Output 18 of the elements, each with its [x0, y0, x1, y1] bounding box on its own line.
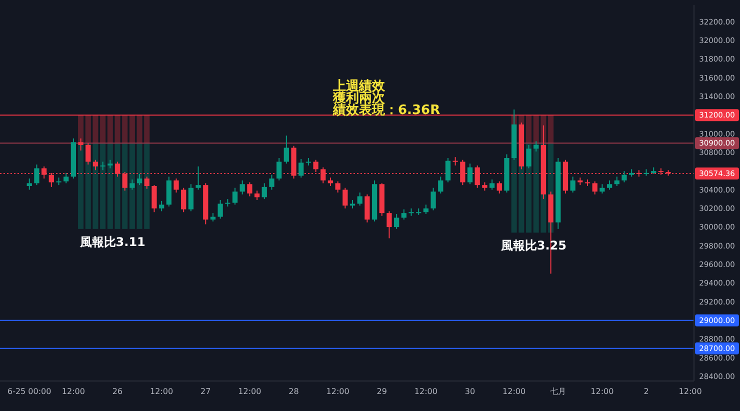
x-tick-label: 12:00 [238, 387, 262, 396]
x-tick-label: 6-25 00:00 [7, 387, 52, 396]
x-tick-label: 12:00 [150, 387, 174, 396]
x-tick-label: 28 [288, 387, 299, 396]
x-tick-label: 26 [112, 387, 123, 396]
x-tick-label: 七月 [550, 387, 566, 396]
x-tick-label: 2 [644, 387, 649, 396]
x-tick-label: 27 [200, 387, 211, 396]
x-tick-label: 12:00 [678, 387, 702, 396]
x-tick-label: 12:00 [502, 387, 526, 396]
x-tick-label: 12:00 [590, 387, 614, 396]
x-tick-label: 29 [376, 387, 387, 396]
annotation: 風報比3.11 [78, 234, 146, 249]
x-tick-label: 30 [464, 387, 476, 396]
x-tick-label: 12:00 [326, 387, 350, 396]
annotation: 績效表現：6.36R [332, 103, 440, 118]
x-tick-label: 12:00 [414, 387, 438, 396]
x-tick-label: 12:00 [62, 387, 85, 396]
